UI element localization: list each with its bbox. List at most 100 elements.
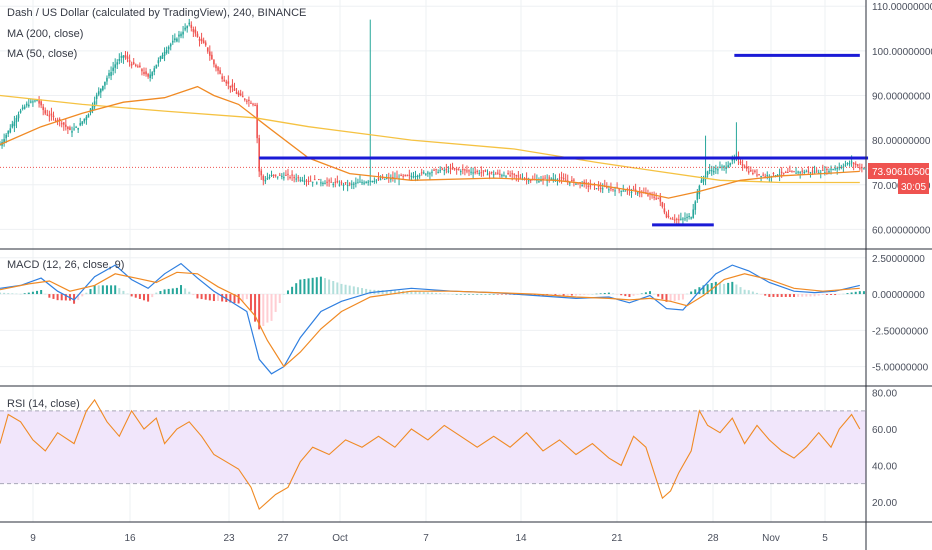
candle-body [295, 178, 298, 180]
candle-body [301, 180, 304, 182]
macd-histogram-bar [151, 294, 154, 298]
candle-body [515, 175, 518, 177]
ma50-legend[interactable]: MA (50, close) [7, 48, 77, 60]
macd-histogram-bar [3, 292, 6, 295]
macd-histogram-bar [825, 294, 828, 295]
time-tick-label: Nov [762, 533, 780, 544]
macd-histogram-bar [126, 293, 129, 295]
candle-body [573, 179, 575, 181]
candle-body [811, 170, 814, 172]
candle-body [75, 126, 77, 128]
time-tick-label: 21 [611, 533, 623, 544]
price-tag-box [868, 163, 929, 179]
candle-body [97, 91, 100, 95]
macd-histogram-bar [249, 294, 252, 311]
candle-body [149, 74, 151, 78]
macd-histogram-bar [805, 294, 808, 297]
macd-histogram-bar [809, 294, 812, 297]
macd-histogram-bar [328, 279, 331, 295]
candle-body [46, 114, 49, 116]
time-tick-label: 27 [277, 533, 289, 544]
candle-body [441, 168, 444, 170]
candle-body [38, 100, 40, 104]
candle-body [719, 167, 721, 169]
current-price-tag: 73.90610500 30:05 [868, 163, 931, 194]
candle-body [647, 194, 649, 196]
macd-histogram-bar [739, 287, 742, 295]
candle-body [270, 175, 273, 177]
candle-body [552, 178, 555, 180]
macd-histogram-bar [192, 294, 195, 296]
candle-body [503, 175, 505, 177]
candle-body [141, 69, 143, 72]
candle-body [309, 180, 312, 182]
macd-histogram-bar [636, 294, 639, 295]
macd-histogram-bar [858, 291, 861, 295]
macd-line[interactable] [0, 262, 860, 375]
ma200-legend[interactable]: MA (200, close) [7, 28, 83, 40]
candle-body [163, 51, 166, 56]
candle-body [554, 179, 557, 181]
candle-body [23, 106, 26, 109]
candle-body [525, 177, 528, 179]
candle-body [466, 170, 468, 172]
macd-histogram-bar [496, 294, 499, 295]
candle-body [291, 174, 293, 176]
rsi-legend[interactable]: RSI (14, close) [7, 398, 80, 410]
candle-body [11, 123, 14, 128]
candle-body [474, 171, 476, 173]
macd-histogram-bar [130, 294, 133, 297]
candle-body [540, 180, 542, 182]
candle-body [219, 70, 221, 74]
candle-body [285, 174, 287, 176]
symbol-title[interactable]: Dash / US Dollar (calculated by TradingV… [7, 7, 306, 19]
macd-histogram-bar [40, 290, 43, 295]
candle-body [725, 166, 727, 169]
macd-histogram-bar [97, 285, 100, 295]
macd-histogram-bar [122, 290, 125, 295]
candle-body [402, 175, 404, 177]
macd-signal-line[interactable] [0, 271, 860, 368]
macd-histogram-bar [414, 291, 417, 295]
macd-histogram-bar [180, 285, 183, 295]
candle-body [844, 164, 847, 166]
macd-histogram-bar [241, 294, 244, 302]
rsi-line[interactable] [0, 398, 861, 511]
macd-histogram-bar [332, 281, 335, 295]
candle-body [490, 172, 493, 174]
candle-body [194, 29, 197, 34]
macd-histogram-bar [801, 294, 804, 297]
candle-body [390, 178, 392, 180]
candle-body [87, 114, 90, 118]
candle-body [334, 181, 337, 183]
candle-body [233, 88, 236, 91]
ma200-line[interactable] [0, 94, 860, 184]
macd-histogram-bar [307, 278, 310, 295]
candle-body [412, 176, 415, 178]
macd-histogram-bar [681, 294, 684, 300]
price-tick-label: 60.00000000 [872, 225, 931, 236]
candle-body [307, 180, 310, 182]
macd-histogram-bar [369, 289, 372, 295]
macd-histogram-bar [418, 291, 421, 295]
rsi-band [0, 410, 866, 484]
candle-body [361, 182, 363, 184]
candle-body [723, 166, 725, 168]
candle-body [618, 189, 620, 191]
candle-body [634, 189, 637, 191]
macd-legend[interactable]: MACD (12, 26, close, 9) [7, 259, 124, 271]
candles [0, 18, 865, 226]
macd-histogram-bar [443, 293, 446, 295]
candle-body [178, 34, 180, 37]
candle-body [791, 171, 793, 173]
candle-body [595, 188, 598, 190]
candle-body [758, 174, 760, 176]
candle-body [435, 169, 437, 171]
candle-body [538, 181, 540, 183]
macd-histogram-bar [138, 294, 141, 299]
candle-body [134, 64, 137, 66]
ma50-line[interactable] [0, 85, 860, 199]
macd-histogram-bar [628, 294, 631, 297]
macd-histogram-bar [665, 294, 668, 302]
